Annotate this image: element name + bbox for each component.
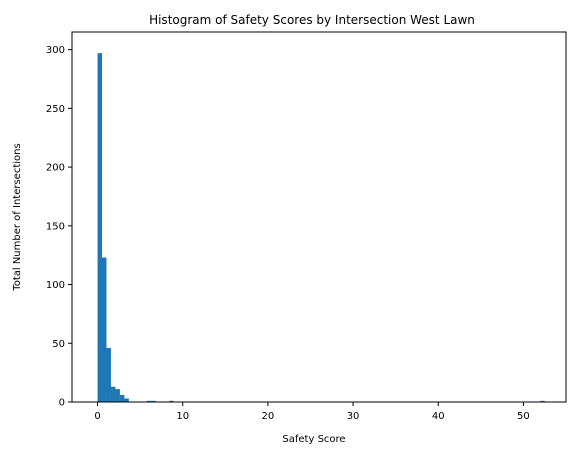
- histogram-bar: [151, 400, 156, 402]
- y-axis-label: Total Number of Intersections: [12, 143, 23, 291]
- histogram-bar: [102, 257, 107, 402]
- histogram-bar: [106, 347, 111, 402]
- chart-title: Histogram of Safety Scores by Intersecti…: [149, 13, 475, 27]
- x-tick-label: 30: [347, 411, 360, 422]
- histogram-bar: [169, 400, 174, 402]
- plot-frame: [71, 31, 567, 403]
- y-tick-label: 100: [46, 280, 65, 291]
- x-ticks-group: 0 10 20 30 40 50: [94, 402, 530, 422]
- x-axis-label: Safety Score: [282, 434, 345, 445]
- histogram-bar: [146, 400, 152, 402]
- histogram-bar: [110, 386, 116, 402]
- bars-group: [97, 53, 545, 402]
- histogram-bar: [540, 400, 545, 402]
- x-tick-label: 10: [176, 411, 189, 422]
- x-tick-label: 0: [94, 411, 100, 422]
- histogram-bar: [119, 394, 125, 402]
- y-tick-label: 200: [46, 163, 65, 174]
- x-tick-label: 50: [517, 411, 530, 422]
- y-ticks-group: 0 50 100 150 200 250 300: [46, 45, 72, 409]
- y-tick-label: 250: [46, 104, 65, 115]
- histogram-bar: [97, 53, 103, 402]
- y-tick-label: 150: [46, 221, 65, 232]
- y-tick-label: 0: [59, 398, 65, 409]
- y-tick-label: 300: [46, 45, 65, 56]
- histogram-bar: [115, 389, 120, 402]
- x-tick-label: 40: [432, 411, 445, 422]
- y-tick-label: 50: [52, 339, 65, 350]
- x-tick-label: 20: [262, 411, 275, 422]
- histogram-bar: [124, 398, 129, 402]
